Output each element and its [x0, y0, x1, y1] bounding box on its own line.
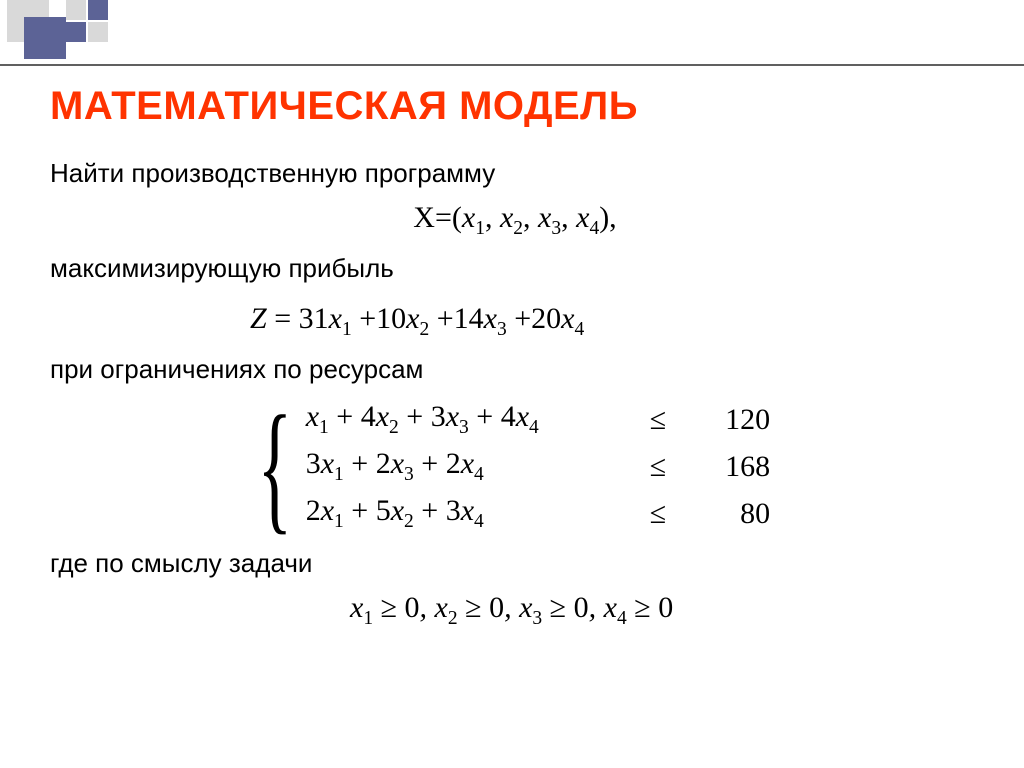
eq-vector: X=(x1, x2, x3, x4),	[50, 201, 980, 240]
text-where-sense: где по смыслу задачи	[50, 547, 980, 581]
constraint-row: 2x1 + 5x2 + 3x4≤80	[306, 490, 770, 537]
deco-square	[66, 22, 86, 42]
top-divider	[0, 64, 1024, 66]
left-brace: {	[257, 409, 292, 525]
constraint-rhs: 120	[690, 396, 770, 443]
constraint-lhs: x1 + 4x2 + 3x3 + 4x4	[306, 396, 626, 443]
constraint-op: ≤	[626, 490, 690, 537]
slide-title: МАТЕМАТИЧЕСКАЯ МОДЕЛЬ	[50, 84, 980, 129]
constraint-op: ≤	[626, 396, 690, 443]
deco-square	[24, 17, 66, 59]
constraint-lhs: 2x1 + 5x2 + 3x4	[306, 490, 626, 537]
eq-objective: Z = 31x1 +10x2 +14x3 +20x4	[50, 302, 980, 341]
deco-square	[66, 0, 86, 20]
text-maximizing: максимизирующую прибыль	[50, 252, 980, 286]
constraint-lhs: 3x1 + 2x3 + 2x4	[306, 443, 626, 490]
eq-nonneg: x1 ≥ 0, x2 ≥ 0, x3 ≥ 0, x4 ≥ 0	[50, 591, 980, 630]
constraints-block: { x1 + 4x2 + 3x3 + 4x4≤1203x1 + 2x3 + 2x…	[240, 396, 980, 537]
constraint-op: ≤	[626, 443, 690, 490]
text-subject-to: при ограничениях по ресурсам	[50, 353, 980, 387]
deco-square	[88, 0, 108, 20]
constraint-rhs: 80	[690, 490, 770, 537]
slide-content: МАТЕМАТИЧЕСКАЯ МОДЕЛЬ Найти производстве…	[50, 84, 980, 630]
constraints-table: x1 + 4x2 + 3x3 + 4x4≤1203x1 + 2x3 + 2x4≤…	[306, 396, 770, 537]
constraint-row: 3x1 + 2x3 + 2x4≤168	[306, 443, 770, 490]
constraint-rhs: 168	[690, 443, 770, 490]
constraint-row: x1 + 4x2 + 3x3 + 4x4≤120	[306, 396, 770, 443]
text-find-program: Найти производственную программу	[50, 157, 980, 191]
deco-square	[88, 22, 108, 42]
